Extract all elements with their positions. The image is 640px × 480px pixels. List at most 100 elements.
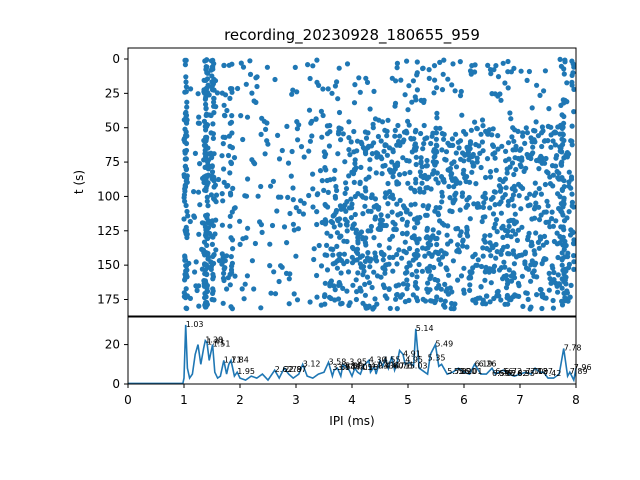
raster-point: [508, 217, 514, 223]
raster-point: [569, 199, 576, 205]
raster-point: [390, 169, 396, 175]
raster-point: [504, 243, 510, 249]
raster-point: [493, 255, 499, 261]
ipi-histogram-plot: 1.031.381.411.51 1.711.84 1.95 2.622.792.87…: [105, 316, 592, 428]
peak-label: 4.76: [395, 361, 413, 370]
raster-point: [352, 157, 358, 163]
raster-point: [357, 89, 363, 95]
raster-point: [375, 226, 381, 232]
raster-point: [494, 249, 500, 255]
raster-point: [506, 251, 512, 257]
raster-point: [394, 65, 400, 71]
raster-point: [252, 240, 258, 247]
raster-point: [348, 196, 354, 202]
raster-point: [351, 100, 358, 106]
raster-point: [211, 297, 217, 303]
peak-label: 7.89: [570, 367, 588, 376]
histogram-y-tick-label: 20: [105, 338, 120, 352]
raster-point: [379, 156, 385, 162]
peak-label: 1.95: [237, 367, 255, 376]
raster-point: [336, 282, 342, 288]
raster-point: [237, 218, 243, 224]
histogram-x-tick-label: 4: [348, 393, 356, 407]
raster-y-tick-label: 175: [97, 293, 120, 307]
raster-point: [412, 189, 418, 195]
raster-point: [390, 195, 396, 202]
raster-point: [536, 186, 542, 192]
peak-label: 1.41: [207, 338, 225, 347]
raster-point: [263, 126, 269, 132]
raster-point: [362, 129, 368, 135]
raster-point: [511, 203, 517, 209]
raster-point: [535, 239, 542, 245]
raster-point: [406, 83, 412, 89]
raster-point: [287, 271, 293, 277]
raster-point: [244, 114, 251, 120]
raster-point: [199, 220, 205, 226]
raster-point: [269, 222, 276, 229]
raster-point: [362, 185, 368, 191]
raster-point: [295, 137, 301, 143]
raster-point: [227, 213, 233, 219]
raster-point: [402, 270, 409, 276]
raster-point: [550, 297, 556, 304]
raster-point: [487, 169, 494, 175]
raster-point: [400, 203, 407, 209]
raster-point: [354, 289, 360, 295]
raster-point: [411, 146, 418, 152]
histogram-y-tick-label: 0: [112, 377, 120, 391]
raster-point: [555, 124, 561, 130]
raster-point: [195, 91, 201, 97]
raster-point: [519, 273, 526, 279]
raster-point: [228, 159, 234, 165]
raster-point: [420, 203, 426, 209]
raster-point: [392, 133, 398, 139]
raster-point: [325, 86, 331, 92]
raster-point: [502, 264, 508, 270]
raster-point: [346, 119, 352, 125]
raster-point: [456, 145, 462, 151]
raster-point: [498, 251, 504, 257]
raster-points: [181, 56, 577, 312]
raster-point: [489, 91, 495, 97]
raster-point: [354, 138, 361, 144]
raster-point: [328, 246, 334, 252]
raster-point: [437, 205, 443, 211]
raster-point: [380, 282, 386, 288]
raster-point: [397, 172, 403, 178]
raster-point: [401, 137, 407, 143]
raster-point: [478, 131, 484, 137]
raster-point: [392, 100, 399, 106]
raster-point: [547, 174, 553, 180]
raster-point: [417, 169, 423, 175]
raster-point: [340, 285, 346, 291]
raster-point: [220, 275, 227, 281]
raster-point: [505, 58, 511, 65]
raster-point: [204, 76, 211, 82]
raster-point: [503, 185, 509, 191]
raster-point: [500, 223, 506, 229]
raster-point: [268, 290, 274, 296]
raster-point: [481, 200, 487, 206]
raster-point: [472, 297, 478, 303]
raster-point: [510, 192, 516, 198]
histogram-x-tick-label: 3: [292, 393, 300, 407]
raster-point: [532, 180, 538, 186]
raster-point: [480, 214, 486, 220]
raster-point: [561, 195, 567, 201]
raster-point: [306, 148, 312, 154]
raster-point: [410, 292, 416, 298]
raster-point: [270, 178, 276, 184]
raster-point: [564, 150, 571, 156]
raster-point: [306, 192, 312, 199]
raster-point: [229, 145, 235, 151]
histogram-frame: [127, 316, 577, 385]
raster-point: [346, 173, 352, 179]
raster-point: [377, 217, 383, 223]
raster-point: [513, 219, 520, 225]
raster-point: [390, 174, 396, 180]
raster-point: [267, 241, 273, 247]
raster-point: [286, 301, 292, 307]
raster-point: [247, 58, 253, 64]
raster-point: [344, 61, 351, 67]
